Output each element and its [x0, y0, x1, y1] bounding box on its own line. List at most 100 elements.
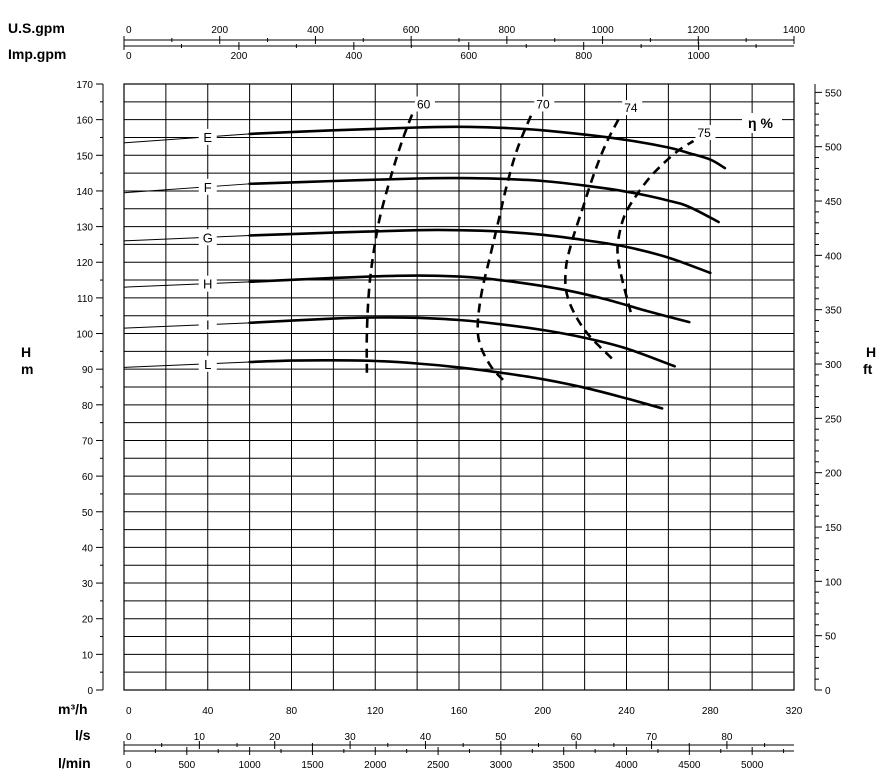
right-axis-label-h: H	[866, 344, 876, 360]
scale-tick-label: 1000	[239, 760, 262, 771]
right-axis-tick-label: 200	[825, 469, 842, 480]
efficiency-curves: 60 70 74 75	[365, 96, 716, 381]
scale-tick-label: 0	[126, 760, 132, 771]
efficiency-label-75: 75	[698, 126, 712, 140]
eta-legend: η %	[742, 113, 782, 133]
scale-tick-label: 4500	[678, 760, 701, 771]
head-curve-L	[248, 358, 664, 410]
left-axis-tick-label: 80	[82, 401, 94, 412]
right-axis-label-unit: ft	[863, 361, 873, 377]
scale-tick-label: 600	[403, 25, 420, 36]
scale-tick-label: 500	[178, 760, 195, 771]
leader-line-G	[123, 235, 250, 242]
curve-label-H: H	[203, 277, 212, 292]
scale-tick-label: 70	[646, 732, 658, 743]
head-curve-G	[248, 228, 712, 275]
left-axis-label-unit: m	[21, 361, 33, 377]
scale-tick-label: 200	[231, 51, 248, 62]
left-axis-tick-label: 20	[82, 615, 94, 626]
efficiency-label-70: 70	[536, 98, 550, 112]
left-axis-tick-label: 0	[87, 686, 93, 697]
left-axis-label-h: H	[21, 344, 31, 360]
scale-tick-label: 1000	[687, 51, 710, 62]
left-axis-tick-label: 160	[76, 116, 93, 127]
head-curve-E	[248, 125, 727, 170]
curve-label-L: L	[204, 357, 211, 372]
m3h-tick-label: 240	[618, 706, 635, 717]
left-head-axis-m: 0 10 20 30 40 50 60 70 80 90 100 110 120 130 140 150 160…	[76, 80, 104, 697]
left-axis-tick-label: 140	[76, 187, 93, 198]
scale-tick-label: 4000	[615, 760, 638, 771]
left-axis-tick-label: 120	[76, 258, 93, 269]
scale-tick-label: 1500	[301, 760, 324, 771]
head-curve-H	[248, 274, 691, 324]
curve-label-background	[198, 275, 217, 292]
efficiency-label-60: 60	[417, 98, 431, 112]
efficiency-curve-74	[564, 115, 622, 360]
curve-label-background	[198, 316, 217, 333]
m3h-tick-label: 200	[534, 706, 551, 717]
efficiency-label-background	[622, 100, 643, 116]
head-curve-I	[248, 316, 676, 368]
bottom-scales: m³/h l/s l/min 0 40 80 120 160 200 240 280 320 0…	[58, 701, 803, 771]
left-axis-tick-label: 40	[82, 543, 94, 554]
scale-tick-label: 30	[345, 732, 357, 743]
efficiency-curve-75	[616, 139, 695, 313]
m3h-tick-label: 280	[702, 706, 719, 717]
ls-scale: 0 10 20 30 40 50 60 70 80	[123, 732, 794, 749]
efficiency-curve-60	[365, 112, 415, 373]
scale-tick-label: 400	[307, 25, 324, 36]
scale-tick-label: 80	[721, 732, 733, 743]
scale-tick-label: 800	[575, 51, 592, 62]
curve-label-E: E	[203, 130, 212, 145]
left-axis-tick-label: 130	[76, 223, 93, 234]
left-axis-tick-label: 70	[82, 436, 94, 447]
scale-tick-label: 0	[126, 25, 132, 36]
right-axis-tick-label: 50	[825, 632, 837, 643]
usgpm-scale: 0 200 400 600 800 1000 1200 1400	[123, 25, 806, 44]
scale-tick-label: 1400	[783, 25, 806, 36]
leader-line-L	[123, 361, 250, 368]
head-curves: E F G H I L	[123, 125, 727, 410]
right-axis-tick-label: 550	[825, 88, 842, 99]
scale-tick-label: 600	[460, 51, 477, 62]
left-axis-tick-label: 110	[77, 294, 93, 305]
m3h-tick-label: 40	[202, 706, 214, 717]
m3h-tick-label: 80	[286, 706, 298, 717]
scale-tick-label: 0	[126, 732, 132, 743]
left-axis-tick-label: 170	[76, 80, 93, 91]
m3h-tick-label: 320	[786, 706, 803, 717]
curve-label-G: G	[203, 230, 213, 245]
curve-label-background	[198, 229, 217, 246]
head-curve-F	[248, 176, 720, 224]
right-axis-tick-label: 400	[825, 251, 842, 262]
chart-grid	[123, 83, 795, 691]
lmin-scale: 0 500 1000 1500 2000 2500 3000 3500 4000 4500 5000	[123, 747, 794, 771]
right-head-axis-ft: 0 50 100 150 200 250 300 350 400 450 500 550	[814, 84, 842, 697]
m3h-tick-label: 160	[451, 706, 468, 717]
leader-line-H	[123, 281, 250, 288]
right-axis-tick-label: 0	[825, 686, 831, 697]
efficiency-curve-70	[476, 111, 534, 381]
scale-tick-label: 3500	[553, 760, 576, 771]
scale-tick-label: 1200	[687, 25, 710, 36]
left-axis-tick-label: 100	[76, 330, 93, 341]
right-axis-tick-label: 150	[825, 523, 842, 534]
right-axis-tick-label: 350	[825, 306, 842, 317]
efficiency-label-background	[695, 125, 716, 141]
m3h-scale: 0 40 80 120 160 200 240 280 320	[126, 706, 803, 717]
impgpm-scale: 0 200 400 600 800 1000	[123, 42, 794, 62]
leader-line-E	[123, 133, 250, 144]
eta-label-background	[742, 113, 782, 133]
plot-frame	[123, 83, 795, 691]
scale-tick-label: 60	[571, 732, 583, 743]
scale-tick-label: 3000	[490, 760, 513, 771]
left-axis-tick-label: 150	[76, 151, 93, 162]
scale-tick-label: 10	[194, 732, 206, 743]
usgpm-axis-label: U.S.gpm	[8, 20, 65, 36]
efficiency-label-background	[414, 96, 435, 112]
scale-tick-label: 50	[495, 732, 507, 743]
curve-label-I: I	[206, 318, 210, 333]
efficiency-title: η %	[748, 115, 773, 131]
